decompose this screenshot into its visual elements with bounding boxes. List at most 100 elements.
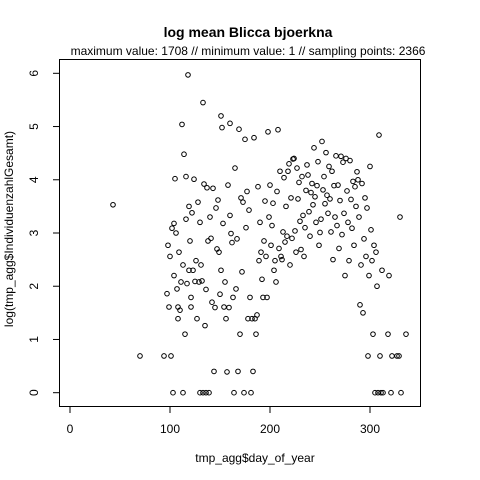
data-point bbox=[208, 235, 214, 242]
data-point bbox=[209, 299, 215, 306]
data-point bbox=[275, 126, 281, 133]
data-point bbox=[311, 145, 317, 151]
data-point bbox=[220, 220, 226, 227]
x-tick-label: 200 bbox=[260, 422, 280, 436]
data-point bbox=[245, 315, 251, 322]
data-point bbox=[248, 389, 254, 396]
data-point bbox=[168, 353, 174, 359]
data-point bbox=[320, 187, 326, 193]
data-point bbox=[341, 210, 347, 217]
data-point bbox=[213, 205, 219, 211]
data-point bbox=[366, 272, 372, 279]
data-point bbox=[207, 214, 213, 220]
data-point bbox=[361, 236, 367, 242]
data-point bbox=[257, 219, 263, 226]
data-point bbox=[221, 304, 227, 310]
data-point bbox=[203, 389, 209, 396]
data-point bbox=[285, 168, 291, 175]
data-point bbox=[333, 153, 339, 159]
data-point bbox=[281, 174, 287, 181]
data-point bbox=[230, 294, 236, 301]
data-point bbox=[398, 389, 404, 396]
data-point bbox=[291, 155, 297, 162]
data-point bbox=[246, 207, 252, 213]
data-point bbox=[318, 216, 324, 222]
data-point bbox=[380, 389, 386, 396]
data-point bbox=[346, 257, 352, 264]
data-point bbox=[263, 253, 269, 260]
data-point bbox=[174, 286, 180, 292]
data-point bbox=[292, 228, 298, 234]
data-point bbox=[354, 168, 360, 175]
data-point bbox=[110, 201, 116, 208]
data-point bbox=[236, 126, 242, 132]
data-point bbox=[262, 198, 268, 204]
data-point bbox=[289, 235, 295, 242]
data-point bbox=[370, 331, 376, 337]
data-point bbox=[204, 184, 210, 191]
data-points bbox=[110, 72, 409, 396]
data-point bbox=[312, 194, 318, 200]
data-point bbox=[342, 272, 348, 279]
data-point bbox=[211, 368, 217, 375]
data-point bbox=[331, 182, 337, 189]
data-point bbox=[360, 310, 366, 316]
data-point bbox=[264, 294, 270, 301]
data-point bbox=[191, 176, 197, 183]
data-point bbox=[295, 196, 301, 202]
data-point bbox=[293, 249, 299, 255]
data-point bbox=[237, 331, 243, 337]
data-point bbox=[244, 188, 250, 195]
data-point bbox=[200, 99, 206, 106]
data-point bbox=[201, 181, 207, 187]
data-point bbox=[313, 219, 319, 226]
data-point bbox=[288, 195, 294, 201]
data-point bbox=[286, 161, 292, 167]
data-point bbox=[261, 238, 267, 244]
data-point bbox=[250, 368, 256, 375]
data-point bbox=[356, 214, 362, 220]
data-point bbox=[200, 389, 206, 396]
data-point bbox=[353, 203, 359, 210]
data-point bbox=[397, 214, 403, 220]
data-point bbox=[327, 196, 333, 202]
data-point bbox=[284, 233, 290, 239]
data-point bbox=[300, 212, 306, 219]
data-point bbox=[177, 307, 183, 313]
data-point bbox=[344, 188, 350, 194]
data-point bbox=[396, 353, 402, 359]
data-point bbox=[369, 257, 375, 264]
data-point bbox=[309, 180, 315, 187]
data-point bbox=[362, 195, 368, 201]
data-point bbox=[315, 158, 321, 165]
data-point bbox=[307, 233, 313, 239]
data-point bbox=[173, 230, 179, 236]
data-point bbox=[181, 151, 187, 158]
data-point bbox=[231, 389, 237, 396]
data-point bbox=[232, 165, 238, 171]
y-tick-label: 5 bbox=[27, 123, 41, 130]
data-point bbox=[305, 172, 311, 178]
data-point bbox=[304, 162, 310, 168]
data-point bbox=[170, 389, 176, 396]
data-point bbox=[310, 201, 316, 208]
x-tick-label: 0 bbox=[67, 422, 74, 436]
data-point bbox=[218, 267, 224, 274]
data-point bbox=[186, 267, 192, 274]
data-point bbox=[271, 267, 277, 274]
data-point bbox=[219, 124, 225, 131]
data-point bbox=[225, 182, 231, 188]
data-point bbox=[319, 138, 325, 145]
y-tick-label: 4 bbox=[27, 176, 41, 183]
data-point bbox=[266, 214, 272, 220]
data-point bbox=[171, 220, 177, 227]
data-point bbox=[367, 163, 373, 170]
data-point bbox=[255, 183, 261, 190]
y-tick-label: 0 bbox=[27, 389, 41, 396]
data-point bbox=[216, 249, 222, 255]
data-point bbox=[316, 242, 322, 249]
data-point bbox=[227, 120, 233, 127]
y-tick-label: 6 bbox=[27, 70, 41, 77]
data-point bbox=[137, 353, 143, 359]
data-point bbox=[308, 189, 314, 196]
